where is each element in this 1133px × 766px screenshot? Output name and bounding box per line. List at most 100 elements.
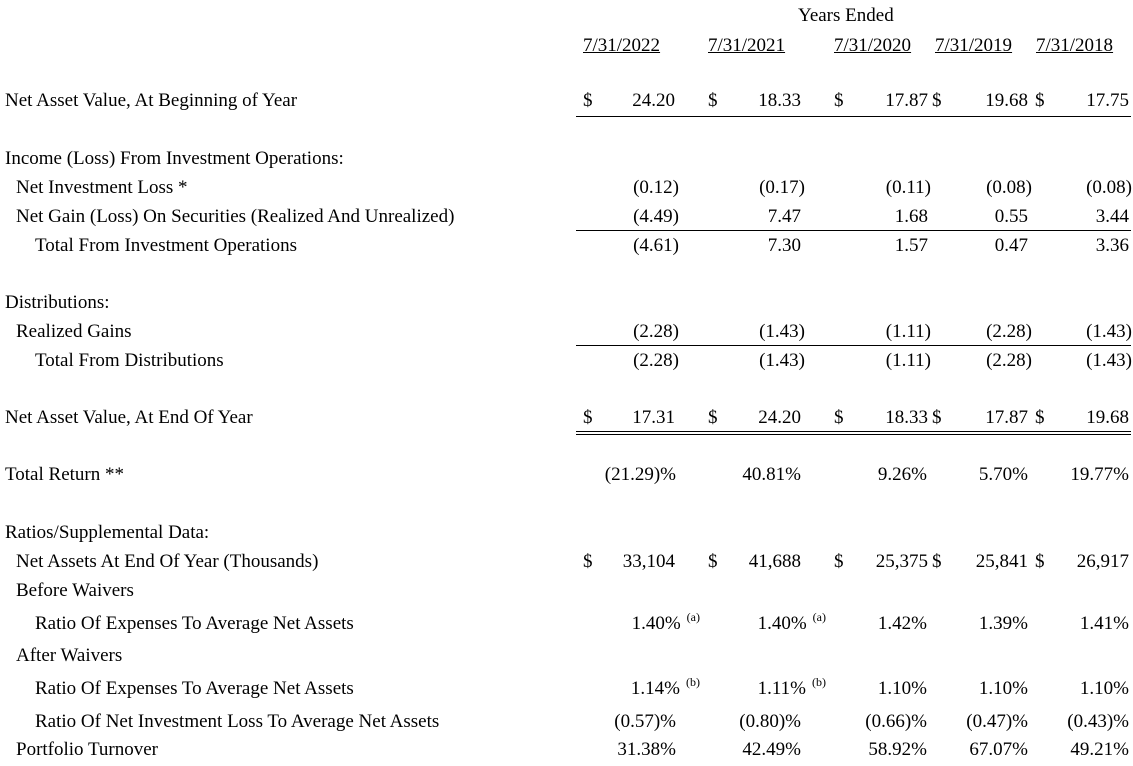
cell-total-ops-2018: 3.36 bbox=[1095, 235, 1129, 256]
cell-nav-begin-2020: 17.87 bbox=[885, 90, 928, 111]
subheader-before-waivers: Before Waivers bbox=[16, 580, 134, 601]
cell-gain-2021: 7.47 bbox=[767, 206, 801, 227]
row-label-nav-end: Net Asset Value, At End Of Year bbox=[5, 407, 253, 428]
section-header-distributions: Distributions: bbox=[5, 292, 110, 313]
cell-total-dist-2020: (1.11) bbox=[885, 350, 931, 371]
currency-symbol: $ bbox=[834, 90, 844, 111]
cell-realized-2019: (2.28) bbox=[986, 321, 1032, 342]
row-label-net-gain-loss: Net Gain (Loss) On Securities (Realized … bbox=[16, 206, 455, 227]
cell-net-assets-2021: 41,688 bbox=[748, 551, 801, 572]
currency-symbol: $ bbox=[834, 551, 844, 572]
cell-nav-end-2022: 17.31 bbox=[632, 407, 675, 428]
currency-symbol: $ bbox=[583, 407, 593, 428]
currency-symbol: $ bbox=[1035, 407, 1045, 428]
cell-return-2019: 5.70% bbox=[978, 464, 1028, 485]
row-label-realized-gains: Realized Gains bbox=[16, 321, 132, 342]
cell-gain-2020: 1.68 bbox=[894, 206, 928, 227]
cell-nil-2021: (0.17) bbox=[759, 177, 805, 198]
cell-net-assets-2019: 25,841 bbox=[975, 551, 1028, 572]
column-header-2021: 7/31/2021 bbox=[708, 35, 786, 56]
cell-return-2022: (21.29)% bbox=[604, 464, 676, 485]
currency-symbol: $ bbox=[583, 90, 593, 111]
column-header-2022: 7/31/2022 bbox=[583, 35, 661, 56]
cell-nav-begin-2018: 17.75 bbox=[1086, 90, 1129, 111]
row-label-expense-ratio-after: Ratio Of Expenses To Average Net Assets bbox=[35, 678, 354, 699]
section-header-income: Income (Loss) From Investment Operations… bbox=[5, 148, 344, 169]
cell-total-ops-2020: 1.57 bbox=[894, 235, 928, 256]
cell-exp-after-2021: 1.11% (b) bbox=[757, 675, 826, 699]
cell-gain-2019: 0.55 bbox=[994, 206, 1028, 227]
row-label-nav-begin: Net Asset Value, At Beginning of Year bbox=[5, 90, 298, 111]
footnote-marker: (a) bbox=[812, 610, 826, 624]
currency-symbol: $ bbox=[583, 551, 593, 572]
cell-nil-ratio-2020: (0.66)% bbox=[865, 711, 927, 732]
row-label-portfolio-turnover: Portfolio Turnover bbox=[16, 739, 158, 760]
cell-nil-ratio-2019: (0.47)% bbox=[966, 711, 1028, 732]
currency-symbol: $ bbox=[932, 407, 942, 428]
cell-turnover-2020: 58.92% bbox=[868, 739, 927, 760]
cell-return-2018: 19.77% bbox=[1070, 464, 1129, 485]
subheader-after-waivers: After Waivers bbox=[16, 645, 123, 666]
column-header-2020: 7/31/2020 bbox=[834, 35, 912, 56]
cell-total-ops-2022: (4.61) bbox=[633, 235, 679, 256]
cell-turnover-2019: 67.07% bbox=[969, 739, 1028, 760]
cell-exp-after-2019: 1.10% bbox=[978, 678, 1028, 699]
cell-exp-before-2018: 1.41% bbox=[1079, 613, 1129, 634]
cell-net-assets-2018: 26,917 bbox=[1076, 551, 1129, 572]
row-label-nil-ratio: Ratio Of Net Investment Loss To Average … bbox=[35, 711, 440, 732]
footnote-marker: (b) bbox=[686, 675, 700, 689]
divider-rule bbox=[576, 116, 1131, 117]
cell-nil-ratio-2018: (0.43)% bbox=[1067, 711, 1129, 732]
cell-total-dist-2018: (1.43) bbox=[1086, 350, 1132, 371]
cell-exp-before-2021: 1.40% (a) bbox=[757, 610, 826, 634]
row-label-total-distributions: Total From Distributions bbox=[35, 350, 224, 371]
currency-symbol: $ bbox=[932, 551, 942, 572]
currency-symbol: $ bbox=[708, 90, 718, 111]
section-header-ratios: Ratios/Supplemental Data: bbox=[5, 522, 210, 543]
cell-nil-2019: (0.08) bbox=[986, 177, 1032, 198]
row-label-net-assets-end: Net Assets At End Of Year (Thousands) bbox=[16, 551, 319, 572]
cell-exp-before-2019: 1.39% bbox=[978, 613, 1028, 634]
cell-exp-before-2022: 1.40% (a) bbox=[631, 610, 700, 634]
cell-net-assets-2022: 33,104 bbox=[622, 551, 675, 572]
cell-gain-2022: (4.49) bbox=[633, 206, 679, 227]
cell-return-2021: 40.81% bbox=[742, 464, 801, 485]
column-header-2018: 7/31/2018 bbox=[1036, 35, 1114, 56]
cell-nav-begin-2022: 24.20 bbox=[632, 90, 675, 111]
cell-realized-2022: (2.28) bbox=[633, 321, 679, 342]
divider-rule bbox=[576, 434, 1131, 435]
divider-rule bbox=[576, 345, 1131, 346]
cell-realized-2020: (1.11) bbox=[885, 321, 931, 342]
cell-total-dist-2021: (1.43) bbox=[759, 350, 805, 371]
cell-nav-end-2020: 18.33 bbox=[885, 407, 928, 428]
row-label-total-investment-ops: Total From Investment Operations bbox=[35, 235, 297, 256]
cell-nil-ratio-2022: (0.57)% bbox=[614, 711, 676, 732]
cell-gain-2018: 3.44 bbox=[1095, 206, 1129, 227]
footnote-marker: (a) bbox=[686, 610, 700, 624]
cell-turnover-2018: 49.21% bbox=[1070, 739, 1129, 760]
column-header-2019: 7/31/2019 bbox=[935, 35, 1013, 56]
divider-rule bbox=[576, 431, 1131, 432]
currency-symbol: $ bbox=[708, 407, 718, 428]
cell-total-dist-2022: (2.28) bbox=[633, 350, 679, 371]
cell-net-assets-2020: 25,375 bbox=[875, 551, 928, 572]
cell-exp-before-2020: 1.42% bbox=[877, 613, 927, 634]
cell-return-2020: 9.26% bbox=[877, 464, 927, 485]
row-label-net-investment-loss: Net Investment Loss * bbox=[16, 177, 188, 198]
cell-exp-after-2018: 1.10% bbox=[1079, 678, 1129, 699]
currency-symbol: $ bbox=[1035, 551, 1045, 572]
row-label-total-return: Total Return ** bbox=[5, 464, 124, 485]
cell-turnover-2022: 31.38% bbox=[617, 739, 676, 760]
footnote-marker: (b) bbox=[812, 675, 826, 689]
years-ended-title: Years Ended bbox=[798, 5, 894, 26]
cell-total-ops-2019: 0.47 bbox=[994, 235, 1028, 256]
cell-total-ops-2021: 7.30 bbox=[767, 235, 801, 256]
currency-symbol: $ bbox=[1035, 90, 1045, 111]
cell-nav-end-2019: 17.87 bbox=[985, 407, 1028, 428]
cell-nil-2022: (0.12) bbox=[633, 177, 679, 198]
cell-exp-after-2020: 1.10% bbox=[877, 678, 927, 699]
cell-nil-ratio-2021: (0.80)% bbox=[739, 711, 801, 732]
cell-nav-end-2018: 19.68 bbox=[1086, 407, 1129, 428]
currency-symbol: $ bbox=[708, 551, 718, 572]
cell-realized-2021: (1.43) bbox=[759, 321, 805, 342]
